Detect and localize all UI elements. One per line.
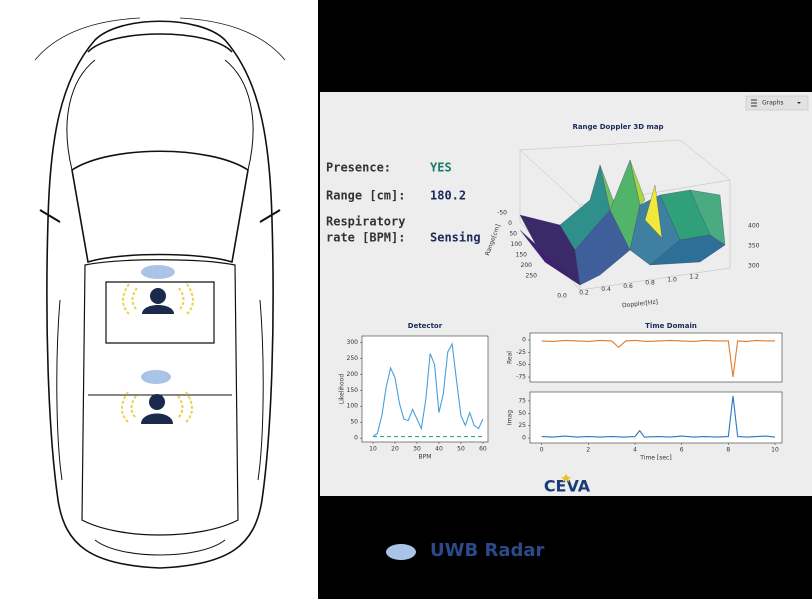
x-tick-label: 2 (586, 447, 590, 454)
x-axis-label: Time [sec] (639, 455, 671, 462)
y-tick-label: -75 (516, 374, 526, 381)
map-range-tick: 200 (521, 262, 533, 269)
range-label: Range [cm]: (326, 189, 405, 203)
car-sketch (34, 17, 286, 569)
map-doppler-tick: 0.6 (623, 283, 633, 290)
radar-sensor (141, 265, 175, 279)
y-tick-label: 50 (350, 419, 358, 426)
range-value: 180.2 (430, 189, 466, 203)
x-tick-label: 10 (771, 447, 779, 454)
radar-waves (121, 391, 193, 423)
map-title: Range Doppler 3D map (572, 123, 663, 131)
y-tick-label: 250 (347, 355, 359, 362)
radar-waves (122, 283, 194, 315)
map-doppler-label: Doppler[Hz] (622, 299, 659, 310)
y-tick-label: 0 (522, 336, 526, 343)
menu-button[interactable] (745, 95, 809, 111)
y-tick-label: 0 (354, 435, 358, 442)
y-tick-label: 0 (522, 435, 526, 442)
x-tick-label: 50 (457, 446, 465, 453)
map-z-tick: 400 (748, 223, 760, 230)
map-range-tick: 250 (526, 273, 538, 280)
presence-label: Presence: (326, 161, 391, 175)
presence-value: YES (430, 161, 452, 175)
x-tick-label: 6 (680, 447, 684, 454)
chart-title: Detector (408, 322, 443, 330)
legend-swatch (386, 544, 416, 560)
menu-label[interactable]: Graphs (762, 100, 784, 107)
x-tick-label: 40 (435, 446, 443, 453)
person-body (142, 305, 174, 314)
y-tick-label: 25 (518, 422, 526, 429)
resp-label: Respiratory (326, 215, 405, 229)
x-tick-label: 8 (726, 447, 730, 454)
y-tick-label: 150 (347, 387, 359, 394)
person-body (141, 413, 173, 424)
x-tick-label: 30 (413, 446, 421, 453)
x-tick-label: 60 (479, 446, 487, 453)
map-range-tick: 0 (508, 220, 512, 227)
logo-star (561, 474, 571, 482)
map-doppler-tick: 0.0 (557, 293, 567, 300)
x-tick-label: 20 (391, 446, 399, 453)
menu-icon (751, 99, 757, 107)
plot-area (361, 335, 489, 443)
person-head (149, 394, 165, 410)
y-axis-label: Likelihood (339, 374, 346, 404)
radar-sensor (141, 370, 171, 384)
logo: CEVA (544, 477, 591, 496)
map-range-tick: 50 (509, 231, 517, 238)
y-tick-label: 75 (518, 397, 526, 404)
map-doppler-tick: 0.2 (579, 289, 589, 296)
map-z-tick: 350 (748, 243, 760, 250)
x-tick-label: 10 (369, 446, 377, 453)
y-tick-label: 200 (347, 371, 359, 378)
resp-label: rate [BPM]: (326, 231, 405, 245)
plot-area (529, 391, 783, 444)
map-doppler-tick: 1.0 (667, 277, 677, 284)
map-z-tick: 300 (748, 263, 760, 270)
occupants (121, 265, 194, 424)
series-line (541, 395, 776, 438)
map-range-tick: -50 (497, 210, 507, 217)
legend-label: UWB Radar (430, 540, 544, 561)
map-surface (519, 159, 726, 286)
y-tick-label: -25 (516, 349, 526, 356)
y-tick-label: 50 (518, 410, 526, 417)
map-range-tick: 150 (516, 252, 528, 259)
resp-value: Sensing (430, 231, 481, 245)
chart-title: Time Domain (645, 322, 697, 330)
person-head (150, 288, 166, 304)
menu-caret (797, 102, 801, 104)
y-tick-label: -50 (516, 361, 526, 368)
map-range-tick: 100 (511, 241, 523, 248)
map-doppler-tick: 0.8 (645, 280, 655, 287)
y-tick-label: 300 (347, 339, 359, 346)
y-tick-label: 100 (347, 403, 359, 410)
series-line (541, 339, 775, 378)
x-axis-label: BPM (419, 454, 432, 461)
map-doppler-tick: 0.4 (601, 286, 611, 293)
y-axis-label: Real (507, 351, 514, 364)
x-tick-label: 4 (633, 447, 637, 454)
series-line (372, 342, 484, 438)
map-doppler-tick: 1.2 (689, 273, 699, 280)
y-axis-label: Imag (507, 410, 514, 425)
x-tick-label: 0 (540, 447, 544, 454)
